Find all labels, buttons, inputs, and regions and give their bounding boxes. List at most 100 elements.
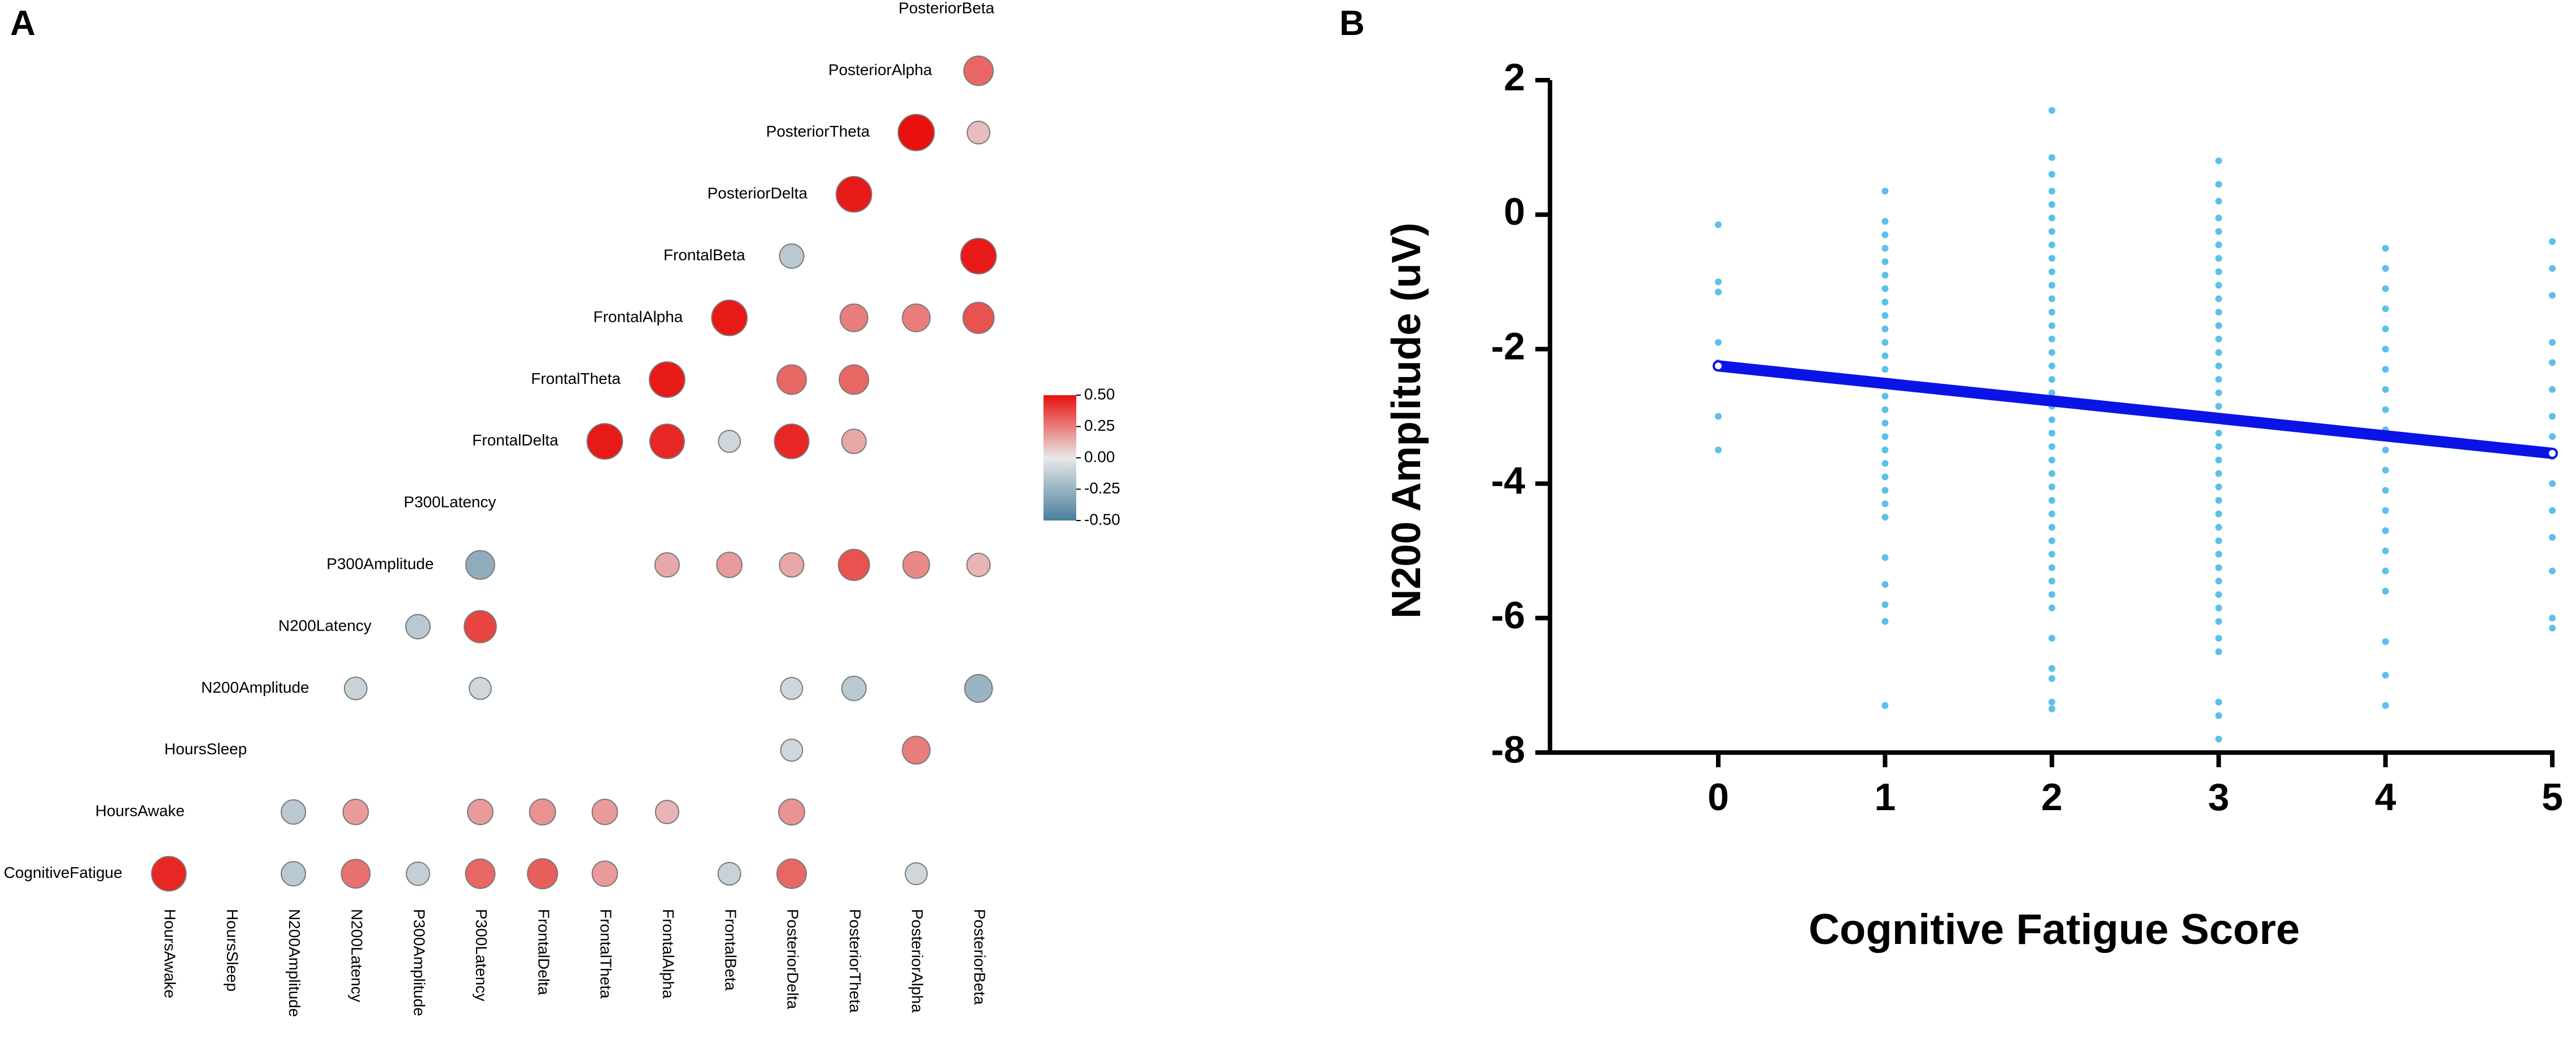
scatter-point-x4 [2382,305,2389,312]
correlation-cell-posteriordelta-posteriortheta [835,176,872,213]
correlation-cell-frontaldelta-frontalalpha [649,423,685,460]
scatter-point-x3 [2215,537,2223,544]
scatter-x-tick-label: 1 [1874,776,1896,819]
correlation-cell-n200amplitude-p300latency [469,677,492,700]
correlation-cell-frontalalpha-posteriortheta [839,303,868,333]
correlation-cell-frontaltheta-posteriordelta [776,364,807,395]
scatter-point-x3 [2215,362,2223,370]
colorbar-tick-label: 0.50 [1084,385,1115,403]
scatter-point-x4 [2382,466,2389,474]
scatter-point-x3 [2215,335,2223,343]
scatter-y-axis-label: N200 Amplitude (uV) [1384,222,1429,618]
scatter-point-x4 [2382,588,2389,595]
correlation-cell-n200latency-p300amplitude [405,614,431,640]
correlation-cell-frontaldelta-posteriordelta [774,423,810,460]
row-label-p300latency: P300Latency [404,493,496,511]
column-label-frontaldelta: FrontalDelta [535,909,552,995]
scatter-point-x2 [2048,335,2055,343]
correlation-cell-frontaltheta-frontalalpha [649,361,686,398]
scatter-point-x3 [2215,430,2223,437]
scatter-point-x3 [2215,255,2223,262]
scatter-point-x5 [2549,386,2556,393]
scatter-point-x1 [1881,366,1889,373]
correlation-cell-frontaldelta-frontalbeta [718,430,741,453]
scatter-point-x3 [2215,241,2223,248]
scatter-point-x1 [1881,406,1889,413]
correlation-cell-hoursawake-p300latency [467,798,494,825]
scatter-point-x4 [2382,447,2389,454]
scatter-point-x4 [2382,406,2389,413]
scatter-plot: 2 0 -2 -4 -6 -8 0 1 2 3 4 5 Cognitive Fatigue Score… [1384,56,2563,954]
correlation-column-labels: HoursAwake HoursSleep N200Amplitude N200Lat… [161,909,989,1017]
scatter-point-x2 [2048,430,2055,437]
scatter-point-x3 [2215,403,2223,410]
scatter-point-x2 [2048,228,2055,235]
scatter-point-x1 [1881,554,1889,561]
scatter-point-x2 [2048,604,2055,611]
correlation-cell-p300amplitude-p300latency [465,550,495,580]
colorbar-tick-label: -0.50 [1084,510,1120,528]
column-label-p300amplitude: P300Amplitude [411,909,428,1016]
scatter-x-tick-label: 3 [2208,776,2229,819]
scatter-y-tick-label: -2 [1491,325,1525,368]
row-label-posteriordelta: PosteriorDelta [708,185,808,202]
correlation-cell-posteriortheta-posteriorbeta [966,120,990,145]
scatter-point-x2 [2048,187,2055,195]
scatter-point-x4 [2382,487,2389,494]
scatter-point-x3 [2215,591,2223,598]
scatter-point-x3 [2215,349,2223,356]
scatter-point-x2 [2048,564,2055,571]
correlation-cell-frontaldelta-frontaltheta [586,423,623,460]
scatter-point-x3 [2215,268,2223,276]
correlation-cell-cognitivefatigue-p300latency [465,858,496,889]
correlation-cell-cognitivefatigue-frontalbeta [717,862,741,886]
correlation-cell-hoursawake-frontalalpha [654,799,680,824]
correlation-cell-cognitivefatigue-frontaldelta [527,858,558,890]
scatter-x-tick-label: 4 [2375,776,2396,819]
colorbar-tick-label: 0.00 [1084,448,1115,465]
correlation-cell-hoursawake-frontaltheta [591,798,618,825]
scatter-point-x2 [2048,510,2055,518]
scatter-point-x0 [1715,221,1722,229]
regression-line-group [1713,360,2558,460]
row-label-frontaltheta: FrontalTheta [531,370,621,387]
scatter-point-x2 [2048,524,2055,531]
correlation-cell-p300amplitude-posteriortheta [837,549,870,581]
scatter-point-x0 [1715,413,1722,420]
column-label-posterioralpha: PosteriorAlpha [909,909,926,1013]
column-label-posteriorbeta: PosteriorBeta [971,909,989,1005]
scatter-point-x2 [2048,443,2055,451]
correlation-cell-n200amplitude-posteriortheta [841,675,867,701]
row-label-cognitivefatigue: CognitiveFatigue [4,864,123,881]
scatter-point-x0 [1715,339,1722,346]
scatter-point-x1 [1881,460,1889,467]
scatter-point-x2 [2048,107,2055,114]
row-label-posteriorbeta: PosteriorBeta [898,0,994,16]
column-label-n200latency: N200Latency [348,909,366,1002]
scatter-point-x4 [2382,244,2389,252]
scatter-point-x3 [2215,215,2223,222]
scatter-point-x1 [1881,218,1889,225]
scatter-point-x4 [2382,702,2389,709]
correlation-cell-n200amplitude-posteriorbeta [964,674,993,703]
scatter-point-x3 [2215,282,2223,289]
scatter-point-x1 [1881,231,1889,238]
regression-endpoint [2547,448,2558,460]
colorbar-tick-label: 0.25 [1084,417,1115,434]
scatter-point-x2 [2048,635,2055,642]
scatter-point-x2 [2048,483,2055,491]
scatter-point-x2 [2048,308,2055,316]
scatter-point-x3 [2215,157,2223,164]
regression-line [1713,360,2558,460]
scatter-point-x3 [2215,181,2223,188]
scatter-point-x3 [2215,564,2223,571]
scatter-point-x3 [2215,375,2223,383]
correlation-cell-frontaltheta-posteriortheta [839,364,870,395]
scatter-point-x2 [2048,665,2055,672]
scatter-point-x5 [2549,339,2556,346]
correlation-cell-n200amplitude-n200latency [343,676,368,701]
regression-endpoint [1713,360,1724,372]
scatter-x-tick-label: 0 [1708,776,1729,819]
column-label-n200amplitude: N200Amplitude [286,909,303,1017]
scatter-point-x3 [2215,524,2223,531]
